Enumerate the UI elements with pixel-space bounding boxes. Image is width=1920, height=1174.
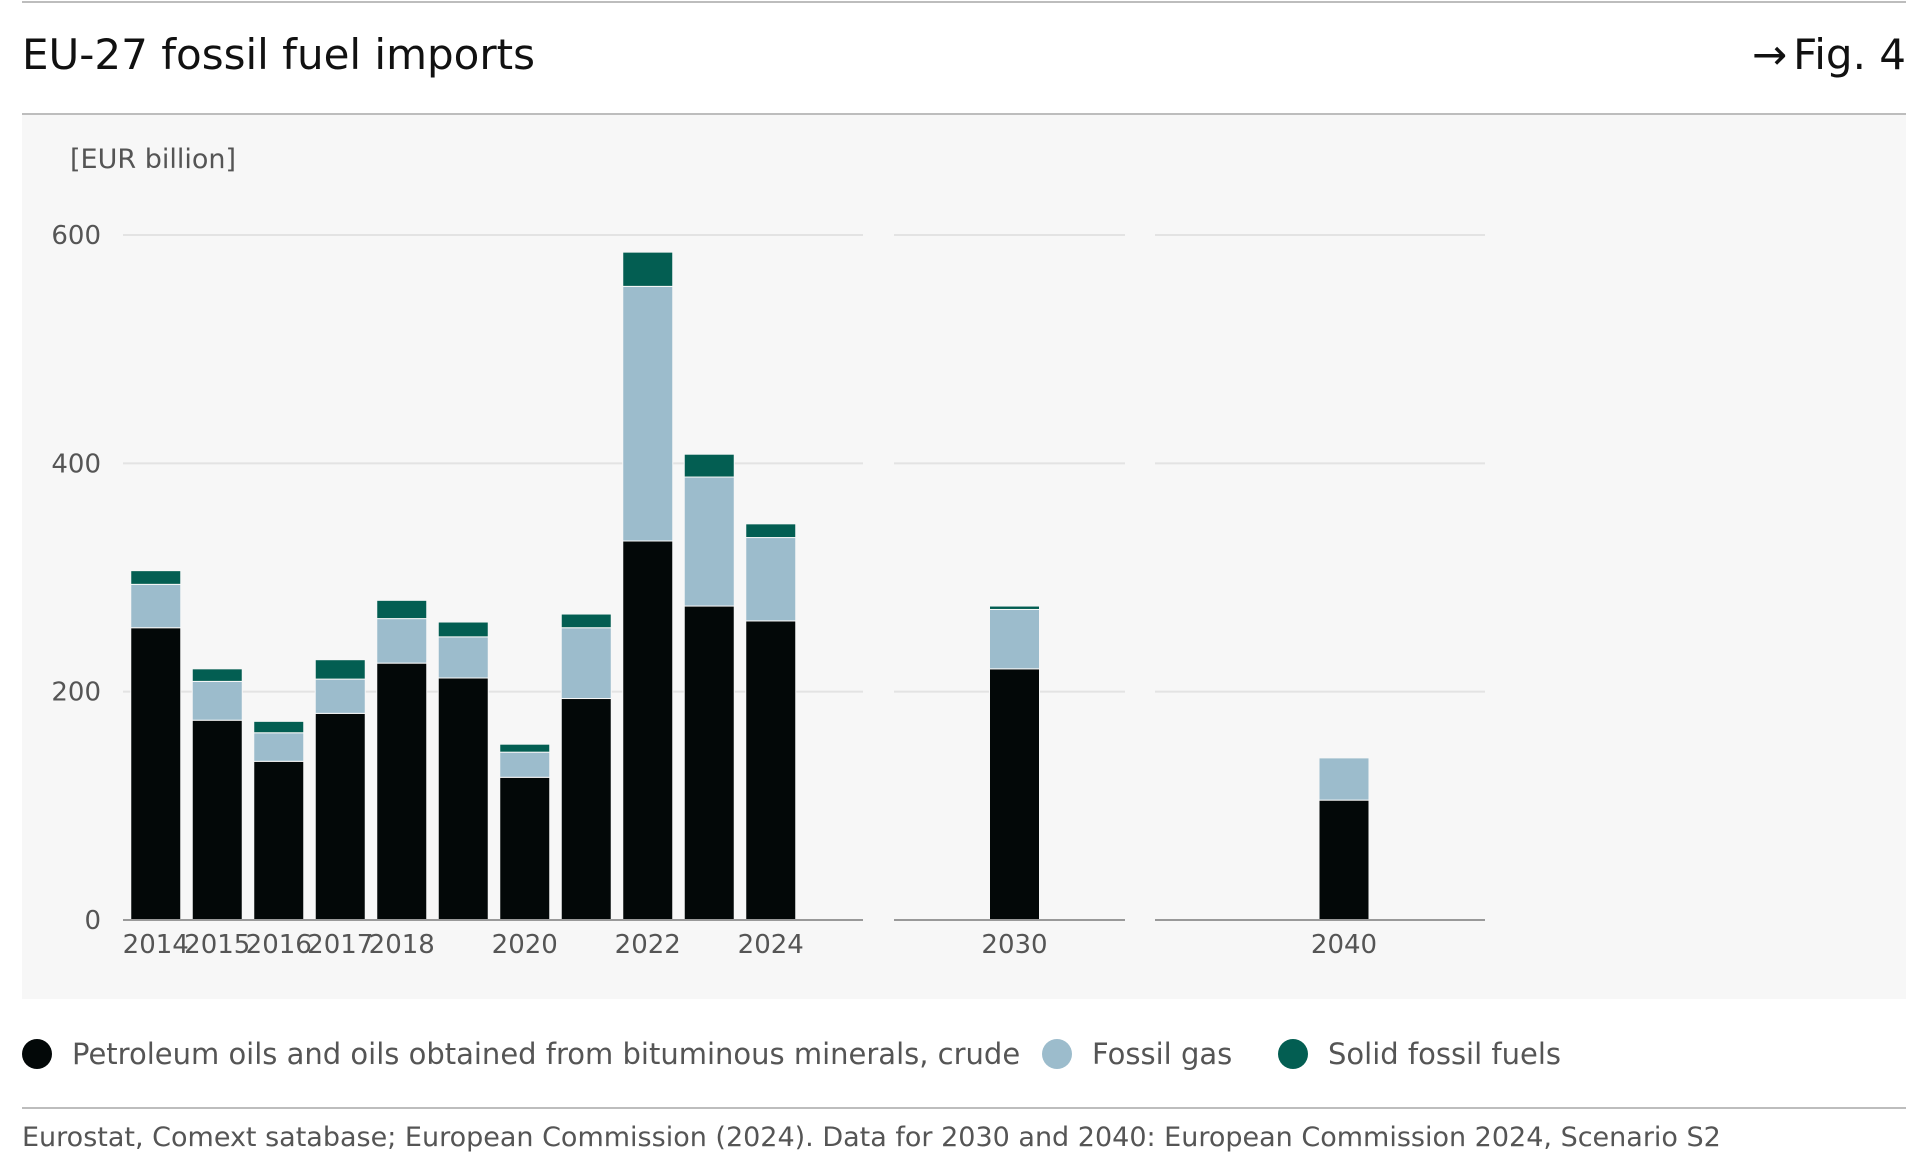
bar-2016-series-0 (253, 760, 305, 921)
header-rule (22, 113, 1906, 115)
x-tick-label-2030: 2030 (981, 930, 1047, 960)
x-tick-label-2016: 2016 (246, 930, 312, 960)
bar-2023-series-0 (683, 605, 735, 921)
legend-item-solid-fossil-fuels: Solid fossil fuels (1278, 1030, 1561, 1078)
legend: Petroleum oils and oils obtained from bi… (22, 1030, 1906, 1078)
x-tick-label-2014: 2014 (123, 930, 189, 960)
legend-swatch-fossil-gas (1042, 1039, 1072, 1069)
bar-2018-series-0 (376, 662, 428, 921)
legend-swatch-petroleum (22, 1039, 52, 1069)
x-tick-label-2017: 2017 (307, 930, 373, 960)
bar-2030-series-1 (989, 608, 1040, 670)
bar-2015-series-0 (191, 719, 243, 921)
bar-2019-series-1 (437, 636, 489, 679)
legend-item-fossil-gas: Fossil gas (1042, 1030, 1232, 1078)
bar-2021-series-1 (560, 627, 612, 700)
bar-2017-series-0 (314, 712, 366, 921)
legend-swatch-solid-fossil-fuels (1278, 1039, 1308, 1069)
bar-2040-series-0 (1318, 799, 1370, 921)
bar-2024-series-0 (745, 620, 797, 921)
bar-2022-series-2 (622, 251, 674, 287)
x-tick-label-2018: 2018 (369, 930, 435, 960)
x-tick-label-2024: 2024 (738, 930, 804, 960)
bar-2021-series-0 (560, 698, 612, 921)
y-axis-tick-labels: 0 200 400 600 (51, 221, 101, 936)
bar-2019-series-0 (437, 677, 489, 921)
figure-reference-label: Fig. 4 (1793, 30, 1906, 79)
legend-label-solid-fossil-fuels: Solid fossil fuels (1328, 1037, 1561, 1071)
x-tick-label-2040: 2040 (1311, 930, 1377, 960)
unit-label: [EUR billion] (70, 144, 236, 175)
y-tick-label-600: 600 (51, 221, 101, 251)
bar-2020-series-2 (499, 743, 551, 753)
bar-2023-series-1 (683, 476, 735, 607)
gridlines (123, 234, 1485, 693)
legend-label-fossil-gas: Fossil gas (1092, 1037, 1233, 1071)
bar-2022-series-0 (622, 540, 674, 921)
bar-2015-series-1 (191, 680, 243, 721)
x-tick-label-2015: 2015 (184, 930, 250, 960)
bar-2018-series-1 (376, 618, 428, 664)
bar-2016-series-1 (253, 732, 305, 762)
bar-2017-series-1 (314, 678, 366, 714)
bar-2017-series-2 (314, 659, 366, 680)
legend-label-petroleum: Petroleum oils and oils obtained from bi… (72, 1037, 1021, 1071)
x-tick-label-2022: 2022 (615, 930, 681, 960)
bar-2030-series-2 (989, 605, 1040, 610)
y-tick-label-0: 0 (84, 906, 101, 936)
x-tick-label-2020: 2020 (492, 930, 558, 960)
bar-2040-series-1 (1318, 757, 1370, 801)
bar-2020-series-1 (499, 751, 551, 778)
chart-title: EU-27 fossil fuel imports (22, 30, 535, 79)
bar-2022-series-1 (622, 285, 674, 542)
bar-2021-series-2 (560, 613, 612, 629)
bar-2018-series-2 (376, 599, 428, 620)
bar-2015-series-2 (191, 668, 243, 682)
chart-panel: [EUR billion] 0 200 400 600 2014 2015 2016 201… (22, 115, 1906, 999)
figure-reference[interactable]: → Fig. 4 (1752, 30, 1906, 80)
bar-2016-series-2 (253, 720, 305, 734)
footer-rule (22, 1107, 1906, 1109)
arrow-right-icon: → (1751, 30, 1788, 79)
bar-2019-series-2 (437, 621, 489, 638)
bar-2024-series-2 (745, 523, 797, 539)
legend-item-petroleum: Petroleum oils and oils obtained from bi… (22, 1030, 1020, 1078)
bar-2024-series-1 (745, 537, 797, 622)
y-tick-label-400: 400 (51, 449, 101, 479)
y-tick-label-200: 200 (51, 678, 101, 708)
bar-2014-series-1 (130, 583, 182, 629)
top-rule (22, 1, 1906, 3)
source-note: Eurostat, Comext satabase; European Comm… (22, 1122, 1721, 1153)
bar-2014-series-2 (130, 570, 182, 585)
bar-2023-series-2 (683, 453, 735, 478)
bar-2014-series-0 (130, 627, 182, 921)
bar-2030-series-0 (989, 668, 1040, 921)
bar-2020-series-0 (499, 776, 551, 921)
bars (130, 251, 1370, 921)
